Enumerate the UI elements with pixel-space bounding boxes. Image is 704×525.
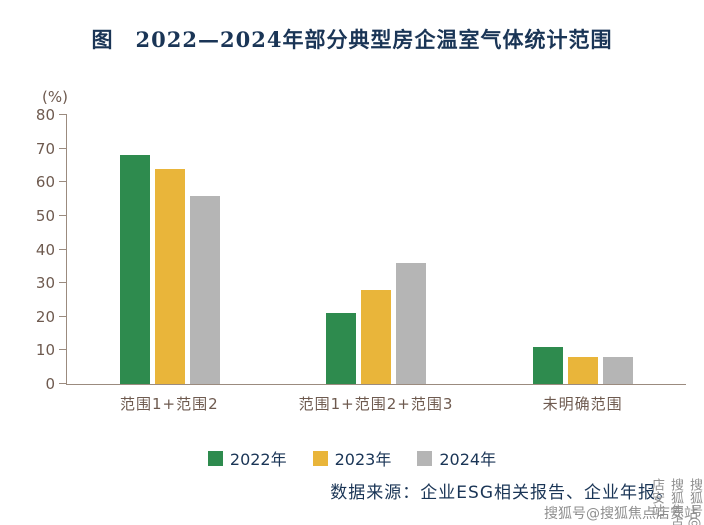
- y-tick: 0: [45, 375, 67, 393]
- bar-group: [480, 115, 686, 384]
- legend-swatch: [312, 450, 328, 466]
- y-tick: 60: [36, 173, 67, 191]
- x-category-label: 未明确范围: [542, 395, 623, 413]
- legend-label: 2024年: [439, 450, 497, 469]
- legend-item: 2022年: [207, 446, 287, 470]
- plot-area: 0 10 20 30 40 50 60 70 80: [36, 106, 686, 393]
- x-category-label: 范围1+范围2+范围3: [298, 395, 454, 413]
- bar: [120, 155, 151, 384]
- y-tick-label: 80: [35, 106, 55, 124]
- y-tick-label: 0: [45, 375, 55, 393]
- y-tick: 40: [36, 241, 67, 259]
- y-tick-label: 70: [35, 139, 55, 158]
- y-tick-label: 40: [35, 240, 55, 259]
- bar: [602, 357, 633, 384]
- legend-item: 2024年: [417, 446, 496, 470]
- chart-legend: 2022年 2023年 2024年: [0, 446, 704, 470]
- source-text: 数据来源：企业ESG相关报告、企业年报。: [330, 483, 674, 503]
- legend-label: 2023年: [334, 450, 392, 469]
- bar: [396, 262, 427, 384]
- bar-group: [273, 115, 479, 384]
- y-tick-label: 30: [35, 274, 55, 293]
- x-category-label: 范围1+范围2: [120, 395, 219, 413]
- x-axis-labels: 范围1+范围2 范围1+范围2+范围3 未明确范围: [66, 393, 686, 414]
- y-tick-label: 60: [35, 173, 55, 192]
- y-tick: 20: [36, 308, 67, 326]
- y-tick: 30: [36, 274, 67, 292]
- y-tick: 80: [36, 106, 67, 124]
- y-tick: 70: [36, 140, 67, 158]
- legend-label: 2022年: [229, 450, 287, 469]
- chart-title: 图 2022—2024年部分典型房企温室气体统计范围: [91, 27, 613, 52]
- legend-swatch: [417, 450, 433, 466]
- watermark-horizontal: 搜狐号@搜狐焦点店安站: [544, 506, 698, 522]
- y-tick: 10: [36, 341, 67, 359]
- y-tick-label: 20: [35, 307, 55, 326]
- legend-item: 2023年: [312, 446, 392, 470]
- bar: [361, 289, 392, 384]
- bar: [567, 357, 598, 384]
- y-tick-label: 10: [35, 341, 55, 360]
- bar-groups: [67, 115, 686, 384]
- y-tick-label: 50: [35, 206, 55, 225]
- bar: [532, 347, 563, 384]
- bar-group: [67, 115, 273, 384]
- y-axis-unit-label: (%): [42, 88, 68, 106]
- bar: [155, 168, 186, 384]
- legend-swatch: [207, 450, 223, 466]
- bar: [326, 313, 357, 384]
- y-tick: 50: [36, 207, 67, 225]
- watermark-vertical: 搜狐号@搜狐焦点店安站: [649, 478, 702, 525]
- bar: [190, 195, 221, 384]
